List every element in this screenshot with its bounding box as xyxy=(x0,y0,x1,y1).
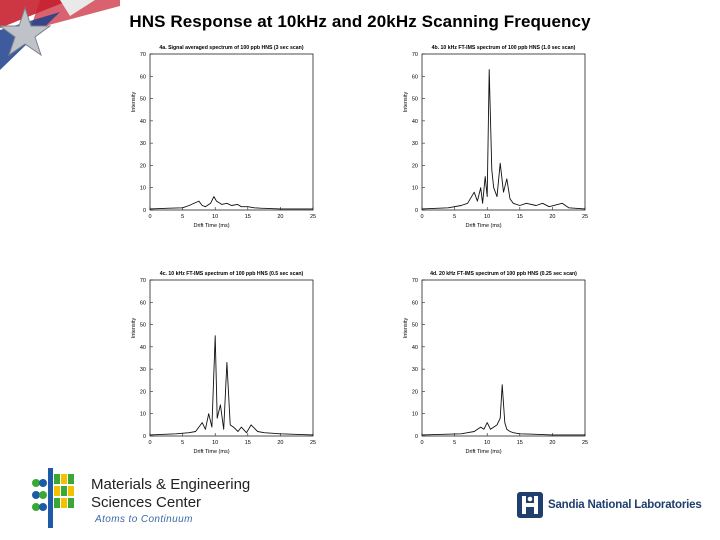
plot-frame xyxy=(149,53,314,211)
y-tick-label: 0 xyxy=(415,434,418,440)
chart-title: 4d. 20 kHz FT-IMS spectrum of 100 ppb HN… xyxy=(430,271,577,277)
chart-4c: 4c. 10 kHz FT-IMS spectrum of 100 ppb HN… xyxy=(131,271,316,455)
mesc-name-line1: Materials & Engineering xyxy=(91,476,251,493)
x-tick-label: 10 xyxy=(212,440,218,446)
x-tick-label: 20 xyxy=(277,214,283,220)
y-tick-label: 60 xyxy=(140,300,146,306)
mesc-name: Materials & Engineering Sciences Center xyxy=(91,476,250,512)
y-tick-label: 70 xyxy=(140,52,146,58)
chart-panel-4b: 4b. 10 kHz FT-IMS spectrum of 100 ppb HN… xyxy=(400,42,590,242)
y-tick-label: 30 xyxy=(412,141,418,147)
y-tick-label: 20 xyxy=(412,163,418,169)
y-tick-label: 0 xyxy=(415,208,418,214)
x-tick-label: 20 xyxy=(549,440,555,446)
chart-4b: 4b. 10 kHz FT-IMS spectrum of 100 ppb HN… xyxy=(403,45,588,229)
x-tick-label: 5 xyxy=(181,214,184,220)
x-tick-label: 10 xyxy=(212,214,218,220)
y-tick-label: 30 xyxy=(140,367,146,373)
chart-title: 4a. Signal averaged spectrum of 100 ppb … xyxy=(159,45,303,51)
y-tick-label: 40 xyxy=(412,345,418,351)
sandia-thunderbird-icon xyxy=(517,492,543,518)
y-tick-label: 70 xyxy=(412,278,418,284)
x-tick-label: 15 xyxy=(517,440,523,446)
y-axis-label: Intensity xyxy=(403,92,409,113)
x-axis-label: Drift Time (ms) xyxy=(465,449,501,455)
x-axis-label: Drift Time (ms) xyxy=(465,223,501,229)
x-tick-label: 5 xyxy=(453,440,456,446)
series-line xyxy=(149,335,314,436)
chart-4a: 4a. Signal averaged spectrum of 100 ppb … xyxy=(131,45,316,229)
y-tick-label: 70 xyxy=(140,278,146,284)
chart-4d: 4d. 20 kHz FT-IMS spectrum of 100 ppb HN… xyxy=(403,271,588,455)
y-tick-label: 70 xyxy=(412,52,418,58)
mesc-name-line2: Sciences Center xyxy=(91,494,202,511)
chart-panel-4a: 4a. Signal averaged spectrum of 100 ppb … xyxy=(128,42,318,242)
y-tick-label: 50 xyxy=(140,323,146,329)
y-tick-label: 50 xyxy=(412,97,418,103)
chart-panel-4d: 4d. 20 kHz FT-IMS spectrum of 100 ppb HN… xyxy=(400,268,590,468)
y-axis-label: Intensity xyxy=(131,318,137,339)
series-line xyxy=(421,384,585,436)
plot-frame xyxy=(421,53,586,211)
x-axis-label: Drift Time (ms) xyxy=(193,449,229,455)
y-tick-label: 30 xyxy=(140,141,146,147)
slide-title: HNS Response at 10kHz and 20kHz Scanning… xyxy=(129,12,591,31)
mesc-tagline: Atoms to Continuum xyxy=(95,514,193,525)
y-tick-label: 20 xyxy=(412,389,418,395)
sandia-logo: Sandia National Laboratories xyxy=(517,492,702,518)
y-tick-label: 60 xyxy=(140,74,146,80)
y-tick-label: 0 xyxy=(143,208,146,214)
x-tick-label: 10 xyxy=(484,440,490,446)
chart-panel-4c: 4c. 10 kHz FT-IMS spectrum of 100 ppb HN… xyxy=(128,268,318,468)
x-tick-label: 15 xyxy=(245,440,251,446)
sandia-name: Sandia National Laboratories xyxy=(548,499,702,511)
x-tick-label: 15 xyxy=(517,214,523,220)
y-tick-label: 0 xyxy=(143,434,146,440)
y-axis-label: Intensity xyxy=(403,318,409,339)
x-tick-label: 25 xyxy=(310,440,316,446)
x-tick-label: 0 xyxy=(420,440,423,446)
series-line xyxy=(149,196,313,210)
x-tick-label: 0 xyxy=(148,440,151,446)
y-tick-label: 10 xyxy=(140,412,146,418)
y-tick-label: 20 xyxy=(140,163,146,169)
y-tick-label: 10 xyxy=(412,412,418,418)
x-axis-label: Drift Time (ms) xyxy=(193,223,229,229)
series-line xyxy=(421,69,586,210)
x-tick-label: 0 xyxy=(420,214,423,220)
x-tick-label: 25 xyxy=(582,440,588,446)
x-tick-label: 20 xyxy=(549,214,555,220)
chart-title: 4b. 10 kHz FT-IMS spectrum of 100 ppb HN… xyxy=(432,45,576,51)
y-tick-label: 40 xyxy=(140,119,146,125)
y-tick-label: 40 xyxy=(140,345,146,351)
plot-frame xyxy=(421,279,586,437)
y-tick-label: 10 xyxy=(140,186,146,192)
x-tick-label: 5 xyxy=(181,440,184,446)
y-tick-label: 40 xyxy=(412,119,418,125)
y-tick-label: 20 xyxy=(140,389,146,395)
plot-frame xyxy=(149,279,314,437)
y-axis-label: Intensity xyxy=(131,92,137,113)
x-tick-label: 25 xyxy=(310,214,316,220)
flag-decoration-icon xyxy=(0,0,120,70)
x-tick-label: 0 xyxy=(148,214,151,220)
x-tick-label: 5 xyxy=(453,214,456,220)
mesc-logo-icon xyxy=(32,468,74,528)
y-tick-label: 60 xyxy=(412,300,418,306)
x-tick-label: 25 xyxy=(582,214,588,220)
y-tick-label: 30 xyxy=(412,367,418,373)
x-tick-label: 15 xyxy=(245,214,251,220)
y-tick-label: 10 xyxy=(412,186,418,192)
y-tick-label: 50 xyxy=(140,97,146,103)
y-tick-label: 60 xyxy=(412,74,418,80)
chart-title: 4c. 10 kHz FT-IMS spectrum of 100 ppb HN… xyxy=(160,271,304,277)
y-tick-label: 50 xyxy=(412,323,418,329)
x-tick-label: 20 xyxy=(277,440,283,446)
x-tick-label: 10 xyxy=(484,214,490,220)
